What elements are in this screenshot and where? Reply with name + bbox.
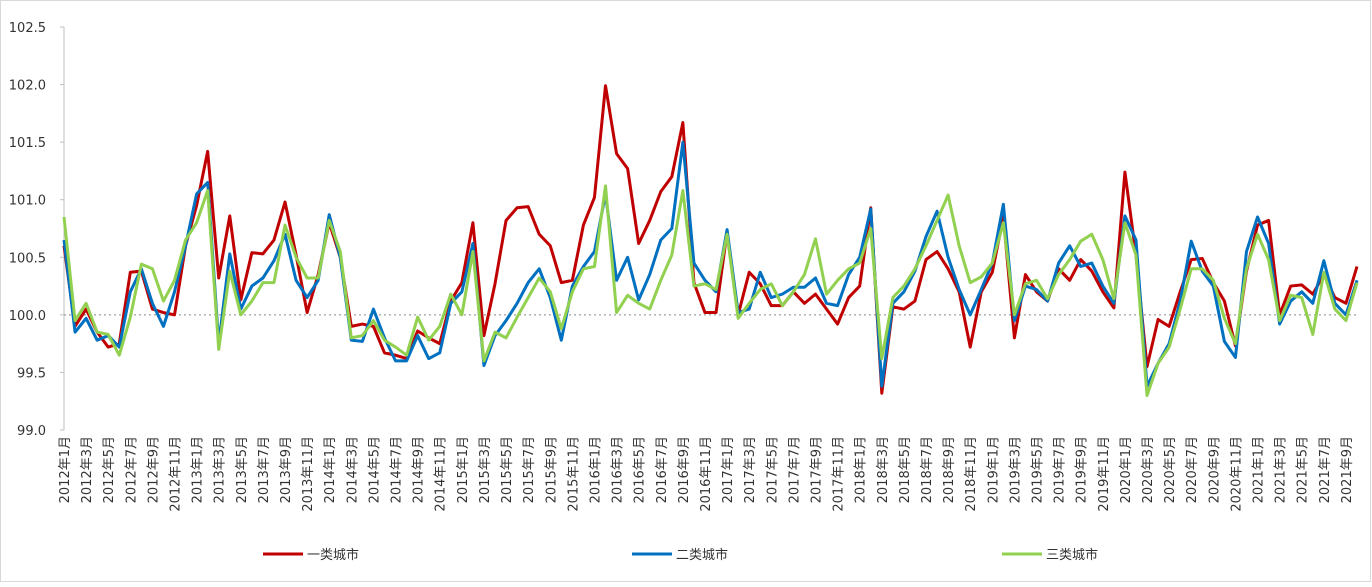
x-tick-label: 2012年11月 (169, 436, 184, 512)
x-tick-label: 2014年3月 (345, 436, 360, 503)
x-tick-label: 2021年9月 (1340, 436, 1355, 503)
x-tick-label: 2020年1月 (1119, 436, 1134, 503)
x-tick-label: 2016年5月 (633, 436, 648, 503)
x-tick-label: 2019年7月 (1053, 436, 1068, 503)
x-tick-label: 2015年7月 (522, 436, 537, 503)
x-tick-label: 2013年5月 (235, 436, 250, 503)
x-tick-label: 2019年11月 (1097, 436, 1112, 512)
x-tick-label: 2017年9月 (809, 436, 824, 503)
x-tick-label: 2019年3月 (1008, 436, 1023, 503)
x-tick-label: 2013年9月 (279, 436, 294, 503)
x-tick-label: 2017年3月 (743, 436, 758, 503)
x-tick-label: 2014年9月 (412, 436, 427, 503)
x-tick-label: 2014年5月 (367, 436, 382, 503)
x-tick-label: 2020年5月 (1163, 436, 1178, 503)
x-tick-label: 2012年5月 (102, 436, 117, 503)
x-tick-label: 2018年3月 (876, 436, 891, 503)
y-tick-label: 102.5 (9, 21, 46, 36)
x-tick-label: 2016年7月 (655, 436, 670, 503)
y-tick-label: 99.5 (17, 366, 46, 381)
x-tick-label: 2019年5月 (1031, 436, 1046, 503)
x-tick-label: 2016年1月 (588, 436, 603, 503)
x-tick-label: 2017年11月 (832, 436, 847, 512)
x-tick-label: 2019年1月 (986, 436, 1001, 503)
legend-label: 一类城市 (307, 547, 359, 563)
x-tick-label: 2014年7月 (390, 436, 405, 503)
x-tick-label: 2020年11月 (1229, 436, 1244, 512)
x-tick-label: 2012年3月 (80, 436, 95, 503)
y-tick-label: 101.5 (9, 136, 46, 151)
x-tick-label: 2013年1月 (191, 436, 206, 503)
x-tick-label: 2018年7月 (920, 436, 935, 503)
y-tick-label: 99.0 (17, 424, 46, 439)
y-tick-label: 101.0 (9, 194, 46, 209)
x-tick-label: 2018年11月 (964, 436, 979, 512)
x-tick-label: 2012年9月 (146, 436, 161, 503)
legend-label: 二类城市 (676, 547, 728, 563)
x-tick-label: 2017年1月 (721, 436, 736, 503)
x-tick-label: 2015年11月 (566, 436, 581, 512)
x-tick-label: 2019年9月 (1075, 436, 1090, 503)
x-tick-label: 2014年11月 (434, 436, 449, 512)
x-tick-label: 2013年7月 (257, 436, 272, 503)
x-tick-label: 2018年9月 (942, 436, 957, 503)
x-tick-label: 2021年1月 (1252, 436, 1267, 503)
x-tick-label: 2021年3月 (1274, 436, 1289, 503)
x-tick-label: 2018年5月 (898, 436, 913, 503)
y-tick-label: 100.5 (9, 251, 46, 266)
x-tick-label: 2016年3月 (611, 436, 626, 503)
series-line (62, 184, 1359, 397)
x-tick-label: 2021年7月 (1318, 436, 1333, 503)
x-tick-label: 2017年7月 (787, 436, 802, 503)
x-tick-label: 2018年1月 (854, 436, 869, 503)
legend-label: 三类城市 (1046, 547, 1098, 563)
x-tick-label: 2013年11月 (301, 436, 316, 512)
x-tick-label: 2014年1月 (323, 436, 338, 503)
x-tick-label: 2016年11月 (699, 436, 714, 512)
x-tick-label: 2015年5月 (500, 436, 515, 503)
x-tick-label: 2015年9月 (544, 436, 559, 503)
x-tick-label: 2020年9月 (1207, 436, 1222, 503)
x-tick-label: 2020年7月 (1185, 436, 1200, 503)
x-tick-label: 2021年5月 (1296, 436, 1311, 503)
y-tick-label: 102.0 (9, 79, 46, 94)
x-tick-label: 2016年9月 (677, 436, 692, 503)
y-tick-label: 100.0 (9, 309, 46, 324)
x-tick-label: 2012年1月 (58, 436, 73, 503)
x-tick-label: 2013年3月 (213, 436, 228, 503)
x-tick-label: 2012年7月 (124, 436, 139, 503)
x-tick-label: 2020年3月 (1141, 436, 1156, 503)
x-tick-label: 2015年3月 (478, 436, 493, 503)
x-tick-label: 2015年1月 (456, 436, 471, 503)
x-tick-label: 2017年5月 (765, 436, 780, 503)
